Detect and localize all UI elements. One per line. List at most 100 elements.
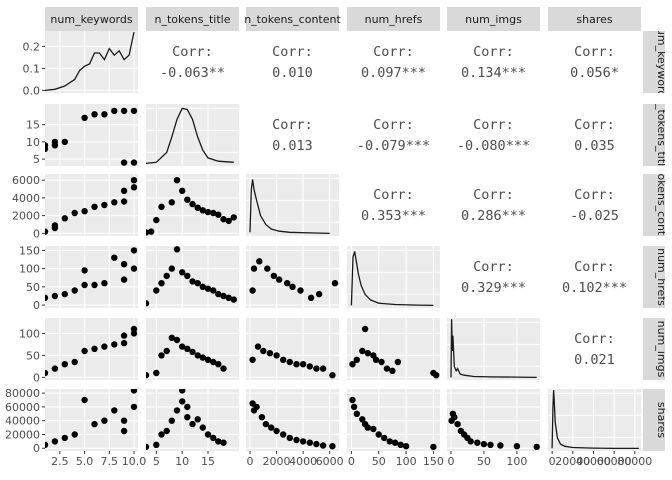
scatter-point bbox=[168, 334, 175, 341]
scatter-point bbox=[179, 187, 186, 194]
y-tick-label: 0.1 bbox=[23, 62, 41, 75]
scatter-point bbox=[51, 365, 59, 372]
scatter-point bbox=[194, 280, 201, 287]
scatter-point bbox=[51, 138, 59, 146]
scatter-point bbox=[220, 292, 227, 300]
scatter-point bbox=[487, 441, 494, 448]
scatter-point bbox=[391, 439, 399, 446]
scatter-point bbox=[297, 287, 304, 294]
density-line-num_hrefs bbox=[350, 251, 434, 307]
scatter-point bbox=[361, 325, 369, 333]
scatter-point bbox=[230, 214, 237, 221]
scatter-point bbox=[158, 352, 165, 359]
row-strip-label: shares bbox=[655, 402, 668, 438]
y-tick-label: 150 bbox=[19, 244, 40, 257]
column-strip-label: n_tokens_content bbox=[244, 13, 341, 26]
corr-label: Corr: bbox=[574, 259, 615, 275]
scatter-point bbox=[179, 398, 186, 405]
scatter-point bbox=[375, 431, 382, 438]
panel-num_hrefs-num_hrefs bbox=[347, 246, 440, 308]
scatter-point bbox=[199, 354, 206, 361]
scatter-point bbox=[91, 420, 98, 428]
x-tick-label: 100 bbox=[396, 455, 417, 468]
scatter-point bbox=[91, 203, 98, 210]
panel-n_tokens_content-shares: Corr: -0.025 bbox=[570, 187, 619, 224]
panel-num_imgs-n_tokens_title bbox=[146, 318, 239, 380]
scatter-point bbox=[146, 300, 150, 307]
corr-value: 0.010 bbox=[272, 65, 313, 81]
scatter-point bbox=[184, 345, 191, 352]
scatter-point bbox=[262, 420, 270, 428]
corr-label: Corr: bbox=[172, 44, 213, 60]
panel-background bbox=[347, 246, 440, 308]
scatter-point bbox=[359, 416, 366, 423]
panel-n_tokens_content-num_hrefs: Corr: 0.353*** bbox=[361, 187, 426, 224]
scatter-point bbox=[293, 436, 300, 444]
scatter-point bbox=[130, 325, 138, 333]
scatter-point bbox=[266, 350, 274, 357]
scatter-point bbox=[45, 142, 49, 149]
y-tick-label: 0.2 bbox=[23, 40, 41, 53]
corr-label: Corr: bbox=[373, 187, 414, 203]
scatter-point bbox=[273, 352, 280, 359]
scatter-point bbox=[349, 396, 356, 404]
scatter-point bbox=[199, 283, 206, 290]
scatter-point bbox=[204, 208, 212, 216]
y-tick-label: 0 bbox=[33, 442, 40, 455]
scatter-point bbox=[220, 439, 227, 446]
x-tick-label: 15 bbox=[201, 455, 215, 468]
scatter-point bbox=[210, 434, 217, 442]
panel-background bbox=[548, 389, 641, 451]
scatter-point bbox=[454, 420, 461, 428]
scatter-point bbox=[130, 247, 138, 254]
scatter-point bbox=[61, 215, 68, 222]
panel-background bbox=[146, 104, 239, 166]
scatter-point bbox=[146, 229, 150, 236]
scatter-point bbox=[315, 290, 323, 298]
scatter-point bbox=[45, 441, 49, 448]
scatter-point bbox=[402, 443, 410, 450]
scatter-point bbox=[467, 438, 474, 445]
y-tick-label: 15 bbox=[26, 119, 40, 132]
scatter-point bbox=[225, 294, 232, 301]
panel-n_tokens_content-num_imgs: Corr: 0.286*** bbox=[461, 187, 526, 224]
scatter-point bbox=[204, 285, 212, 292]
scatter-point bbox=[284, 280, 291, 287]
scatter-point bbox=[350, 403, 358, 411]
scatter-point bbox=[250, 265, 258, 272]
scatter-point bbox=[480, 440, 488, 448]
panel-n_tokens_title-num_imgs: Corr: -0.080*** bbox=[457, 117, 530, 154]
panel-num_hrefs-num_imgs: Corr: 0.329*** bbox=[461, 259, 526, 296]
panel-n_tokens_title-n_tokens_title bbox=[146, 104, 239, 166]
y-tick-label: 4000 bbox=[12, 192, 40, 205]
scatter-point bbox=[289, 283, 296, 290]
scatter-point bbox=[313, 365, 320, 372]
row-strip-label: num_keywords bbox=[655, 21, 668, 103]
corr-label: Corr: bbox=[574, 331, 615, 347]
scatter-point bbox=[179, 389, 186, 394]
x-tick-label: 2000 bbox=[263, 455, 291, 468]
x-tick-label: 20000 bbox=[555, 455, 590, 468]
x-tick-label: 50 bbox=[477, 455, 491, 468]
panel-num_keywords-n_tokens_title: Corr: -0.063** bbox=[160, 44, 225, 81]
y-tick-label: 100 bbox=[19, 327, 40, 340]
scatter-point bbox=[120, 187, 128, 194]
scatter-point bbox=[120, 427, 128, 435]
scatter-point bbox=[163, 347, 170, 355]
scatter-point bbox=[370, 425, 377, 433]
scatter-point bbox=[386, 438, 393, 445]
scatter-point bbox=[61, 361, 68, 368]
scatter-point bbox=[101, 201, 108, 209]
scatter-point bbox=[215, 290, 222, 298]
scatter-point bbox=[225, 217, 232, 225]
scatter-point bbox=[91, 111, 98, 118]
corr-value: 0.056* bbox=[570, 65, 619, 81]
scatter-point bbox=[329, 372, 336, 379]
scatter-point bbox=[293, 361, 300, 368]
corr-label: Corr: bbox=[473, 259, 514, 275]
scatter-point bbox=[120, 261, 128, 268]
x-tick-label: 10.0 bbox=[122, 455, 147, 468]
scatter-point bbox=[130, 403, 138, 411]
panel-num_hrefs-shares: Corr: 0.102*** bbox=[562, 259, 627, 296]
